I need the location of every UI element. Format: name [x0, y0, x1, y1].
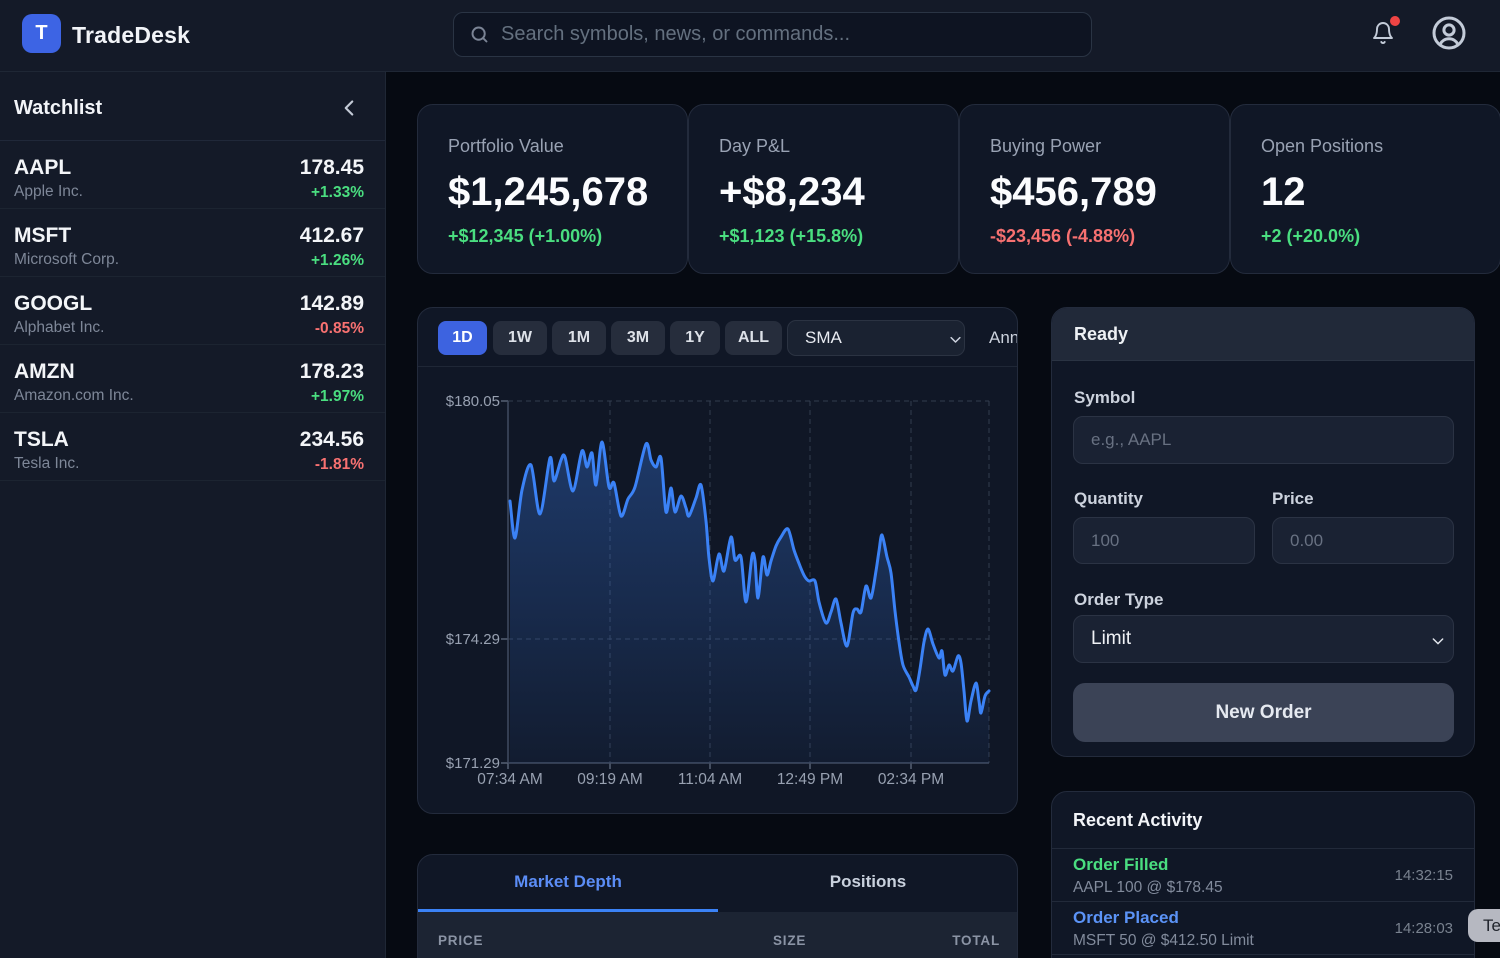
svg-text:$174.29: $174.29	[446, 631, 500, 648]
svg-text:$171.29: $171.29	[446, 755, 500, 772]
svg-text:07:34 AM: 07:34 AM	[477, 771, 543, 788]
svg-text:02:34 PM: 02:34 PM	[878, 771, 944, 788]
svg-text:$180.05: $180.05	[446, 393, 500, 410]
svg-text:12:49 PM: 12:49 PM	[777, 771, 843, 788]
svg-text:11:04 AM: 11:04 AM	[678, 771, 742, 788]
svg-text:09:19 AM: 09:19 AM	[577, 771, 643, 788]
